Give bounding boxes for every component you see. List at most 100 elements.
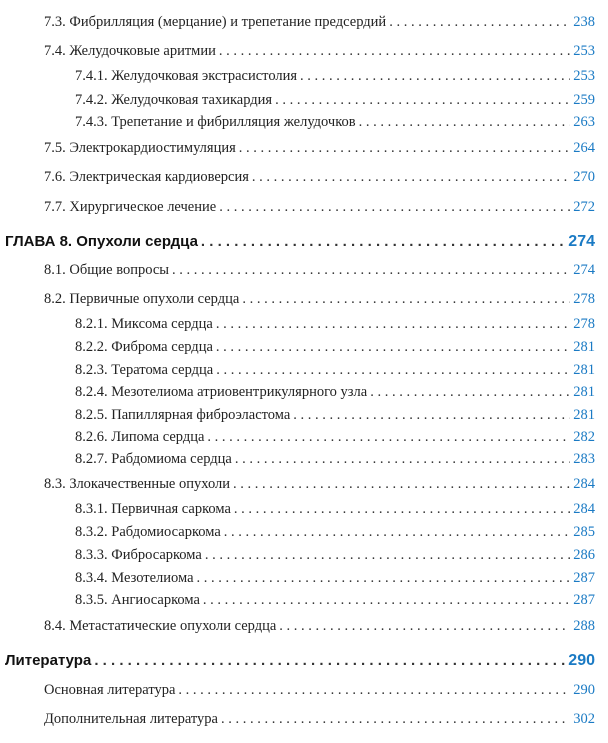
page-number[interactable]: 282 (573, 429, 595, 445)
page-number[interactable]: 274 (573, 262, 595, 278)
toc-chapter[interactable]: ГЛАВА 8. Опухоли сердца 274 (5, 233, 595, 251)
page-number[interactable]: 290 (568, 652, 595, 669)
page-number[interactable]: 284 (573, 501, 595, 517)
entry-title: 7.4.2. Желудочковая тахикардия (75, 92, 273, 108)
toc-entry[interactable]: 7.4.1. Желудочковая экстрасистолия 253 (75, 67, 595, 85)
page-number[interactable]: 281 (573, 384, 595, 400)
toc-entry[interactable]: 8.2.2. Фиброма сердца 281 (75, 338, 595, 356)
page-number[interactable]: 281 (573, 339, 595, 355)
entry-title: 7.4.3. Трепетание и фибрилляция желудочк… (75, 114, 356, 130)
entry-title: 7.4. Желудочковые аритмии (44, 43, 216, 59)
toc-entry[interactable]: 8.3.1. Первичная саркома 284 (75, 500, 595, 518)
toc-entry[interactable]: 8.2.3. Тератома сердца 281 (75, 361, 595, 379)
dot-leader (252, 168, 570, 186)
dot-leader (219, 42, 570, 60)
entry-title: 8.3.2. Рабдомиосаркома (75, 524, 221, 540)
entry-title: 8.3.4. Мезотелиома (75, 570, 194, 586)
toc-entry[interactable]: 8.2.4. Мезотелиома атриовентрикулярного … (75, 383, 595, 401)
toc-entry[interactable]: 7.3. Фибрилляция (мерцание) и трепетание… (44, 13, 595, 31)
toc-entry[interactable]: 8.2.6. Липома сердца 282 (75, 428, 595, 446)
dot-leader (207, 428, 570, 446)
entry-title: 7.4.1. Желудочковая экстрасистолия (75, 68, 298, 84)
toc-entry[interactable]: 8.2. Первичные опухоли сердца 278 (44, 290, 595, 308)
dot-leader (239, 139, 570, 157)
dot-leader (389, 13, 570, 31)
dot-leader (216, 315, 570, 333)
page-number[interactable]: 285 (573, 524, 595, 540)
toc-entry[interactable]: 7.4. Желудочковые аритмии 253 (44, 42, 595, 60)
entry-title: 7.5. Электрокардиостимуляция (44, 140, 236, 156)
entry-title: 8.3.3. Фибросаркома (75, 547, 202, 563)
toc-entry[interactable]: 7.5. Электрокардиостимуляция 264 (44, 139, 595, 157)
toc-entry[interactable]: 8.3.2. Рабдомиосаркома 285 (75, 523, 595, 541)
toc-entry[interactable]: 8.1. Общие вопросы 274 (44, 261, 595, 279)
page-number[interactable]: 274 (568, 233, 595, 250)
toc-entry[interactable]: Основная литература 290 (44, 681, 595, 699)
dot-leader (300, 67, 570, 85)
toc-entry[interactable]: 8.2.5. Папиллярная фиброэластома 281 (75, 406, 595, 424)
dot-leader (359, 113, 571, 131)
dot-leader (201, 233, 565, 251)
toc-entry[interactable]: 8.3. Злокачественные опухоли 284 (44, 475, 595, 493)
dot-leader (178, 681, 570, 699)
page-number[interactable]: 263 (573, 114, 595, 130)
toc-entry[interactable]: 8.3.5. Ангиосаркома 287 (75, 591, 595, 609)
page-number[interactable]: 290 (573, 682, 595, 698)
dot-leader (279, 617, 570, 635)
dot-leader (221, 710, 570, 728)
entry-title: 8.3. Злокачественные опухоли (44, 476, 231, 492)
page-number[interactable]: 253 (573, 43, 595, 59)
toc-entry[interactable]: 7.4.3. Трепетание и фибрилляция желудочк… (75, 113, 595, 131)
entry-title: Литература (5, 652, 92, 669)
dot-leader (233, 475, 570, 493)
entry-title: ГЛАВА 8. Опухоли сердца (5, 233, 198, 250)
dot-leader (235, 450, 570, 468)
dot-leader (203, 591, 570, 609)
page-number[interactable]: 302 (573, 711, 595, 727)
page-number[interactable]: 259 (573, 92, 595, 108)
entry-title: 8.2.2. Фиброма сердца (75, 339, 213, 355)
toc-entry[interactable]: 7.4.2. Желудочковая тахикардия 259 (75, 91, 595, 109)
page-number[interactable]: 288 (573, 618, 595, 634)
entry-title: 8.3.5. Ангиосаркома (75, 592, 200, 608)
dot-leader (224, 523, 570, 541)
page-number[interactable]: 286 (573, 547, 595, 563)
entry-title: 8.2.1. Миксома сердца (75, 316, 213, 332)
page-number[interactable]: 270 (573, 169, 595, 185)
entry-title: 7.3. Фибрилляция (мерцание) и трепетание… (44, 14, 387, 30)
dot-leader (242, 290, 570, 308)
page-number[interactable]: 278 (573, 291, 595, 307)
toc-chapter[interactable]: Литература 290 (5, 652, 595, 670)
dot-leader (197, 569, 571, 587)
dot-leader (94, 652, 565, 670)
dot-leader (219, 198, 570, 216)
dot-leader (234, 500, 570, 518)
entry-title: 8.2.4. Мезотелиома атриовентрикулярного … (75, 384, 368, 400)
toc-entry[interactable]: Дополнительная литература 302 (44, 710, 595, 728)
toc-entry[interactable]: 8.3.3. Фибросаркома 286 (75, 546, 595, 564)
dot-leader (275, 91, 570, 109)
entry-title: 8.4. Метастатические опухоли сердца (44, 618, 277, 634)
page-number[interactable]: 283 (573, 451, 595, 467)
dot-leader (172, 261, 570, 279)
page-number[interactable]: 287 (573, 570, 595, 586)
page-number[interactable]: 287 (573, 592, 595, 608)
entry-title: 8.2.3. Тератома сердца (75, 362, 214, 378)
toc-entry[interactable]: 7.6. Электрическая кардиоверсия 270 (44, 168, 595, 186)
toc-entry[interactable]: 8.3.4. Мезотелиома 287 (75, 569, 595, 587)
toc-entry[interactable]: 7.7. Хирургическое лечение 272 (44, 198, 595, 216)
page-number[interactable]: 281 (573, 362, 595, 378)
page-number[interactable]: 238 (573, 14, 595, 30)
page-number[interactable]: 284 (573, 476, 595, 492)
page-number[interactable]: 264 (573, 140, 595, 156)
entry-title: 8.3.1. Первичная саркома (75, 501, 231, 517)
toc-entry[interactable]: 8.2.1. Миксома сердца 278 (75, 315, 595, 333)
toc-entry[interactable]: 8.4. Метастатические опухоли сердца 288 (44, 617, 595, 635)
entry-title: Основная литература (44, 682, 176, 698)
page-number[interactable]: 281 (573, 407, 595, 423)
dot-leader (293, 406, 570, 424)
page-number[interactable]: 253 (573, 68, 595, 84)
page-number[interactable]: 278 (573, 316, 595, 332)
page-number[interactable]: 272 (573, 199, 595, 215)
toc-entry[interactable]: 8.2.7. Рабдомиома сердца 283 (75, 450, 595, 468)
